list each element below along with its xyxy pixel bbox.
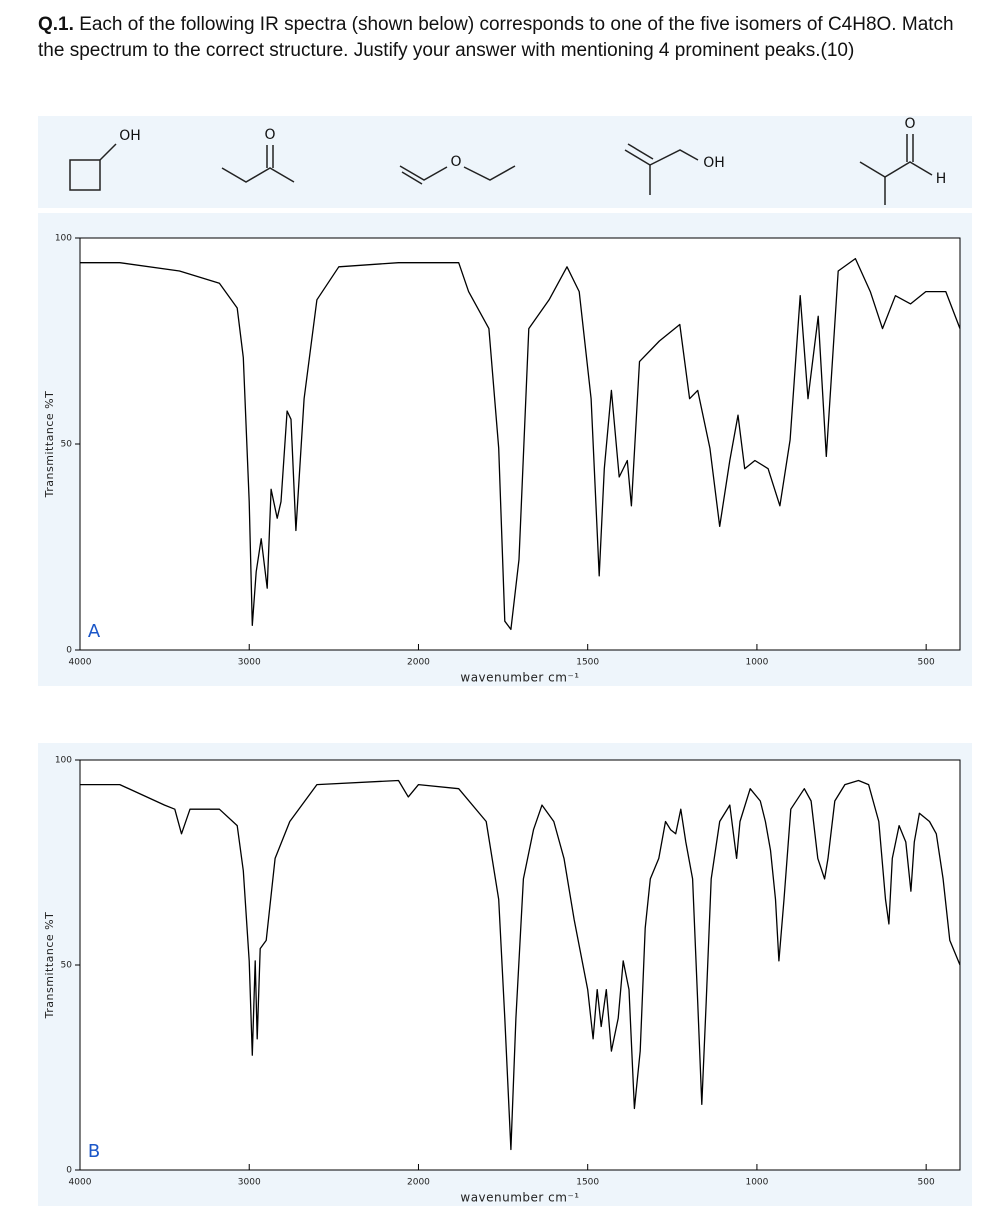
spectrum-line xyxy=(80,257,961,631)
question-number: Q.1. xyxy=(38,14,74,35)
structures-background xyxy=(38,116,972,208)
x-tick-label: 2000 xyxy=(407,1178,430,1188)
bond xyxy=(401,171,423,185)
x-tick-label: 500 xyxy=(918,658,935,668)
y-tick-label: 0 xyxy=(66,1166,72,1176)
atom-label: O xyxy=(904,116,915,132)
y-tick-label: 100 xyxy=(55,234,72,244)
x-axis-label: wavenumber cm⁻¹ xyxy=(460,1191,579,1205)
x-tick-label: 1500 xyxy=(576,1178,599,1188)
bond xyxy=(221,167,295,183)
x-tick-label: 1000 xyxy=(745,658,768,668)
panel-label: A xyxy=(88,621,101,642)
x-tick-label: 3000 xyxy=(238,658,261,668)
atom-label: OH xyxy=(703,155,725,171)
x-axis-label: wavenumber cm⁻¹ xyxy=(460,671,579,685)
x-tick-label: 1000 xyxy=(745,1178,768,1188)
y-tick-label: 50 xyxy=(61,961,73,971)
x-tick-label: 4000 xyxy=(69,658,92,668)
question: Q.1. Each of the following IR spectra (s… xyxy=(38,12,968,64)
bond xyxy=(463,165,516,181)
bond xyxy=(627,143,654,160)
x-tick-label: 2000 xyxy=(407,658,430,668)
plot-area xyxy=(79,237,961,651)
structure-ring xyxy=(69,159,101,191)
atom-label: OH xyxy=(119,128,141,144)
y-tick-label: 0 xyxy=(66,646,72,656)
atom-label: O xyxy=(264,127,275,143)
bond xyxy=(649,149,699,166)
y-tick-label: 100 xyxy=(55,756,72,766)
x-tick-label: 3000 xyxy=(238,1178,261,1188)
y-tick-label: 50 xyxy=(61,440,73,450)
plot-area xyxy=(79,759,961,1171)
y-axis-label: Transmittance %T xyxy=(43,391,56,499)
x-tick-label: 4000 xyxy=(69,1178,92,1188)
atom-label: O xyxy=(450,154,461,170)
y-axis-label: Transmittance %T xyxy=(43,912,56,1020)
atom-label: H xyxy=(936,171,947,187)
bond xyxy=(884,161,933,178)
x-tick-label: 1500 xyxy=(576,658,599,668)
x-tick-label: 500 xyxy=(918,1178,935,1188)
bond xyxy=(99,143,117,161)
bond xyxy=(624,149,651,166)
spectrum-line xyxy=(80,779,961,1151)
bond xyxy=(859,161,886,178)
structures-panel xyxy=(38,116,972,208)
panel-label: B xyxy=(88,1141,100,1162)
question-text: Each of the following IR spectra (shown … xyxy=(38,14,954,61)
bond xyxy=(399,165,448,181)
